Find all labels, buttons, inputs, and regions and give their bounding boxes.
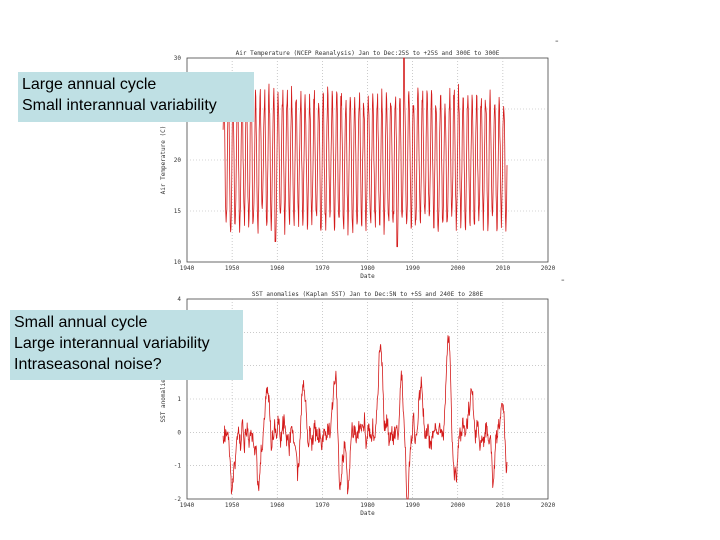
air-temp-series-line xyxy=(222,57,508,248)
air-temp-xtick-label: 2020 xyxy=(541,265,556,272)
corner-mark-top: - xyxy=(555,36,559,47)
sst-anomalies-plot: 1940 1950 1960 1970 1980 1990 2000 2010 2020 -2 -1… xyxy=(160,291,556,517)
air-temp-xtick-label: 1950 xyxy=(225,265,240,272)
air-temp-ytick-label: 20 xyxy=(174,157,182,164)
air-temp-xtick-label: 2000 xyxy=(451,265,466,272)
air-temp-xtick-label: 1980 xyxy=(360,265,375,272)
annotation-top: Large annual cycle Small interannual var… xyxy=(18,72,254,122)
sst-ytick-label: 0 xyxy=(177,429,181,436)
sst-xtick-label: 2020 xyxy=(541,502,556,509)
air-temp-ytick-label: 10 xyxy=(174,259,182,266)
air-temp-ytick-label: 30 xyxy=(174,55,182,62)
annotation-bottom-line-3: Intraseasonal noise? xyxy=(14,356,162,373)
sst-xtick-label: 1950 xyxy=(225,502,240,509)
annotation-bottom-line-2: Large interannual variability xyxy=(14,335,210,352)
sst-xtick-label: 1980 xyxy=(360,502,375,509)
sst-ylabel: SST anomalies xyxy=(160,375,167,422)
sst-xtick-label: 1990 xyxy=(405,502,420,509)
annotation-top-line-1: Large annual cycle xyxy=(22,76,157,93)
sst-ytick-label: -2 xyxy=(174,496,182,503)
air-temp-ytick-label: 15 xyxy=(174,208,182,215)
air-temp-ylabel: Air Temperature (C) xyxy=(160,126,167,195)
air-temp-xtick-label: 1960 xyxy=(270,265,285,272)
annotation-top-line-2: Small interannual variability xyxy=(22,97,217,114)
sst-xtick-label: 1970 xyxy=(315,502,330,509)
sst-xlabel: Date xyxy=(360,510,375,517)
air-temp-xlabel: Date xyxy=(360,273,375,280)
sst-xtick-label: 2000 xyxy=(451,502,466,509)
air-temp-title: Air Temperature (NCEP Reanalysis) Jan to… xyxy=(236,50,500,57)
air-temp-xtick-label: 2010 xyxy=(496,265,511,272)
sst-ytick-label: 1 xyxy=(177,396,181,403)
air-temp-xtick-label: 1970 xyxy=(315,265,330,272)
sst-title: SST anomalies (Kaplan SST) Jan to Dec:5N… xyxy=(252,291,484,298)
sst-xtick-label: 1940 xyxy=(180,502,195,509)
annotation-bottom: Small annual cycle Large interannual var… xyxy=(10,310,243,380)
sst-xtick-label: 2010 xyxy=(496,502,511,509)
annotation-bottom-line-1: Small annual cycle xyxy=(14,314,148,331)
sst-xtick-label: 1960 xyxy=(270,502,285,509)
air-temp-xtick-label: 1990 xyxy=(405,265,420,272)
sst-ytick-label: 4 xyxy=(177,296,181,303)
sst-ytick-label: -1 xyxy=(174,463,182,470)
corner-mark-bottom: - xyxy=(561,275,565,286)
sst-series-line xyxy=(222,335,508,500)
air-temp-xtick-label: 1940 xyxy=(180,265,195,272)
